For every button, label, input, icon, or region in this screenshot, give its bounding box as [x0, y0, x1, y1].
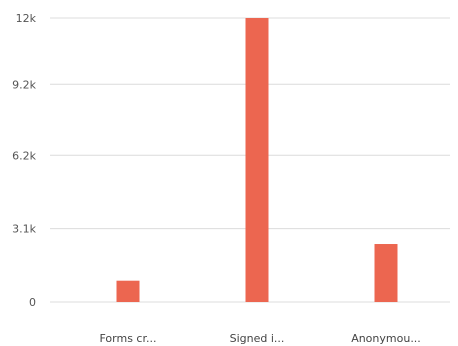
y-tick-label: 0: [29, 296, 36, 309]
y-axis-tick-labels: 0 3.1k 6.2k 9.2k 12k: [12, 12, 36, 309]
bar[interactable]: [374, 244, 398, 302]
y-tick-label: 12k: [16, 12, 37, 25]
x-category-label: Forms cr...: [100, 332, 157, 345]
x-category-label: Signed i...: [230, 332, 285, 345]
bar[interactable]: [245, 18, 269, 302]
x-axis-category-labels: Forms cr... Signed i... Anonymou...: [100, 332, 421, 345]
x-category-label: Anonymou...: [351, 332, 421, 345]
bars: [116, 18, 398, 302]
y-tick-label: 6.2k: [12, 149, 36, 162]
y-tick-label: 3.1k: [12, 223, 36, 236]
y-tick-label: 9.2k: [12, 78, 36, 91]
bar[interactable]: [116, 280, 140, 302]
